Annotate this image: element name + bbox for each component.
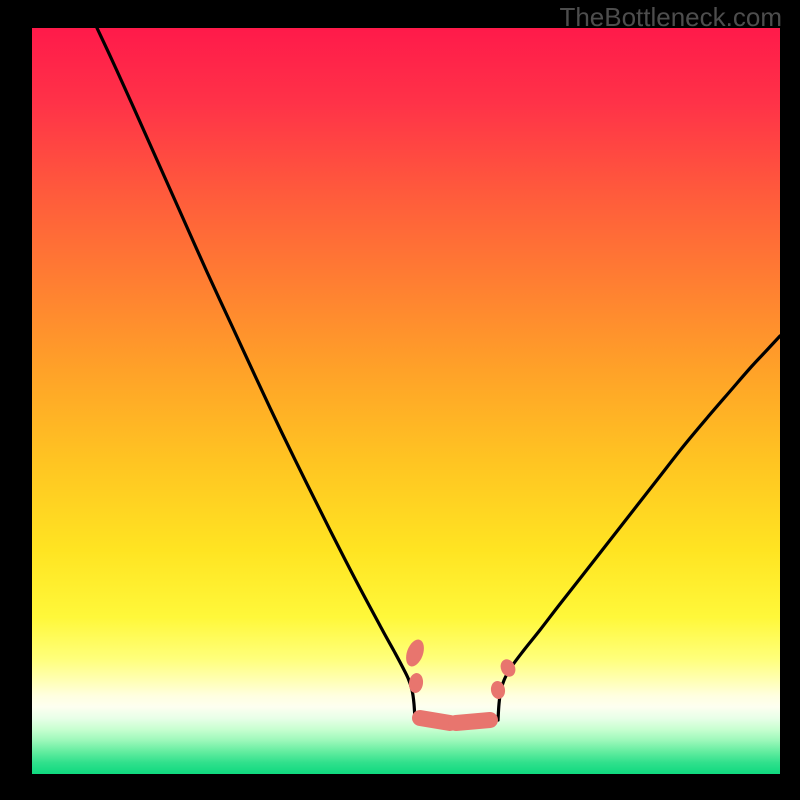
chart-container: TheBottleneck.com: [0, 0, 800, 800]
curve-marker: [403, 637, 428, 669]
curve-overlay: [32, 28, 780, 774]
curve-path: [498, 336, 780, 720]
watermark-text: TheBottleneck.com: [559, 2, 782, 33]
curve-marker: [420, 718, 450, 723]
curve-marker: [456, 720, 490, 723]
curve-marker: [408, 672, 425, 694]
curve-path: [97, 28, 415, 720]
plot-area: [32, 28, 780, 774]
